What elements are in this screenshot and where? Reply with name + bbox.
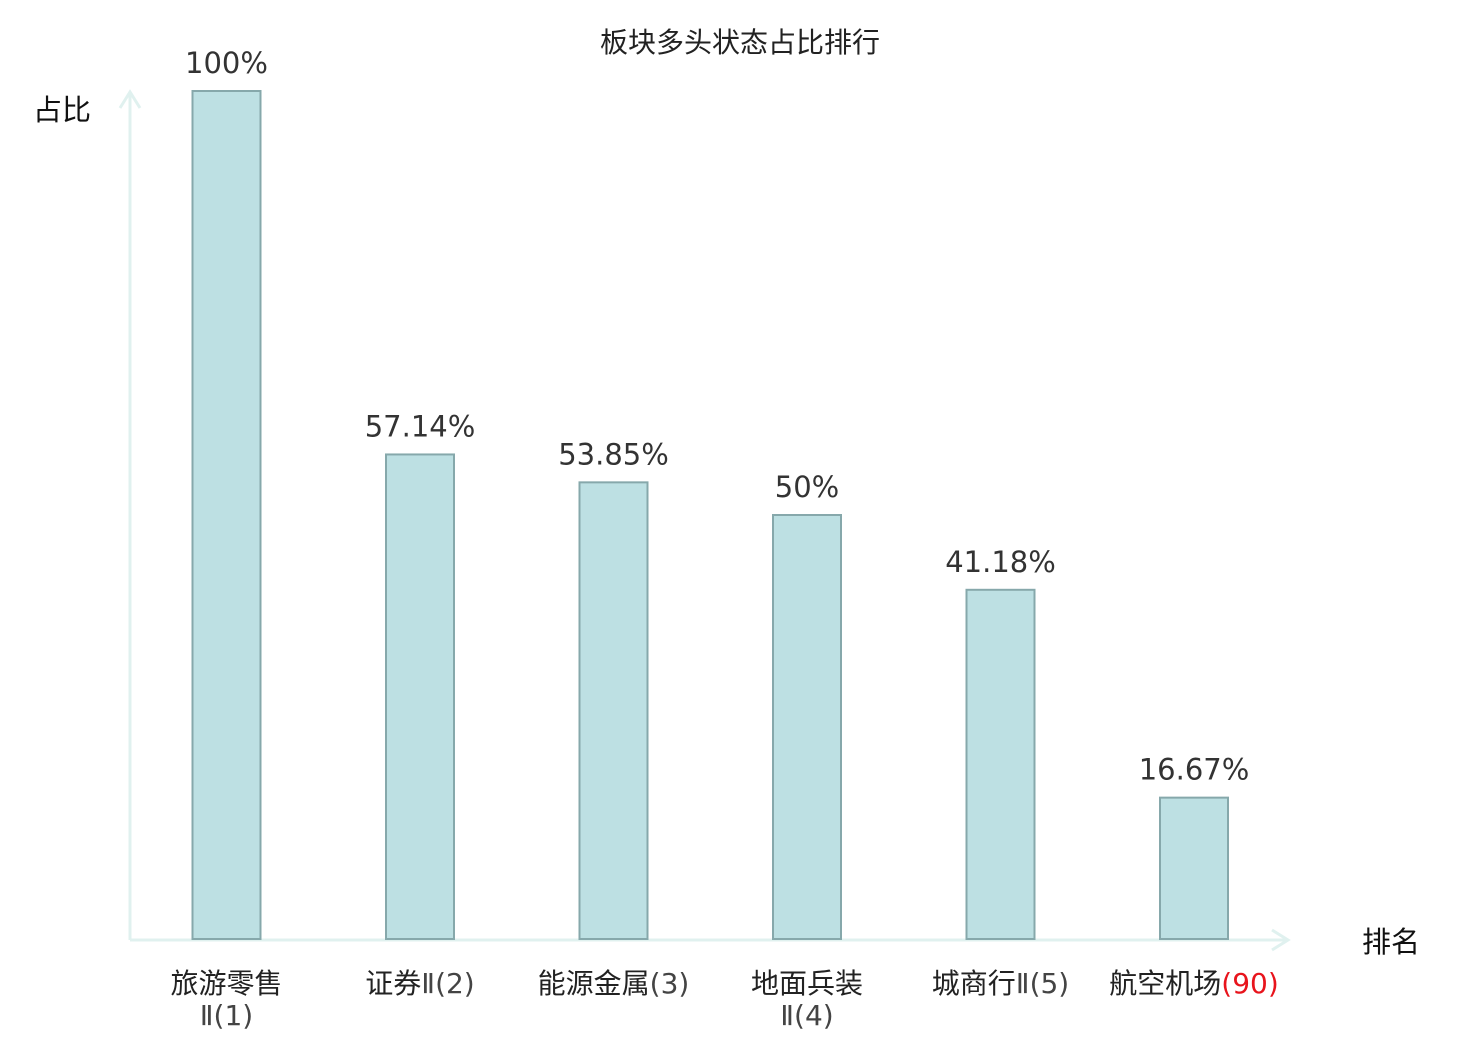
value-labels-group: 100% 57.14% 53.85% 50% 41.18% 16.67% [185, 46, 1249, 787]
bar [772, 514, 842, 940]
bar [385, 453, 455, 940]
x-axis-label: 排名 [1362, 925, 1420, 959]
category-label: 航空机场(90) [1109, 967, 1279, 1000]
bar [965, 588, 1036, 940]
value-label: 50% [775, 470, 839, 504]
value-label: 100% [185, 46, 268, 80]
bar [191, 90, 262, 940]
category-label: 旅游零售 [170, 967, 282, 1000]
category-label: 证券Ⅱ(2) [365, 967, 474, 1000]
value-label: 16.67% [1139, 753, 1250, 787]
value-label: 41.18% [945, 545, 1056, 579]
category-label: 能源金属(3) [538, 967, 690, 1000]
bar [1159, 796, 1229, 941]
chart-title: 板块多头状态占比排行 [600, 26, 880, 59]
category-label-suffix: Ⅱ(1) [200, 999, 253, 1032]
bars-group [191, 90, 1229, 941]
value-label: 57.14% [365, 409, 476, 443]
value-label: 53.85% [558, 437, 669, 471]
bar [578, 481, 649, 940]
axes [118, 89, 1291, 952]
category-label: 城商行Ⅱ(5) [932, 967, 1069, 1000]
y-axis-label: 占比 [33, 93, 91, 127]
category-label: 地面兵装 [751, 967, 863, 1000]
x-axis-arrow [1271, 928, 1291, 952]
category-label-suffix: Ⅱ(4) [780, 999, 833, 1032]
y-axis-arrow [118, 89, 142, 109]
